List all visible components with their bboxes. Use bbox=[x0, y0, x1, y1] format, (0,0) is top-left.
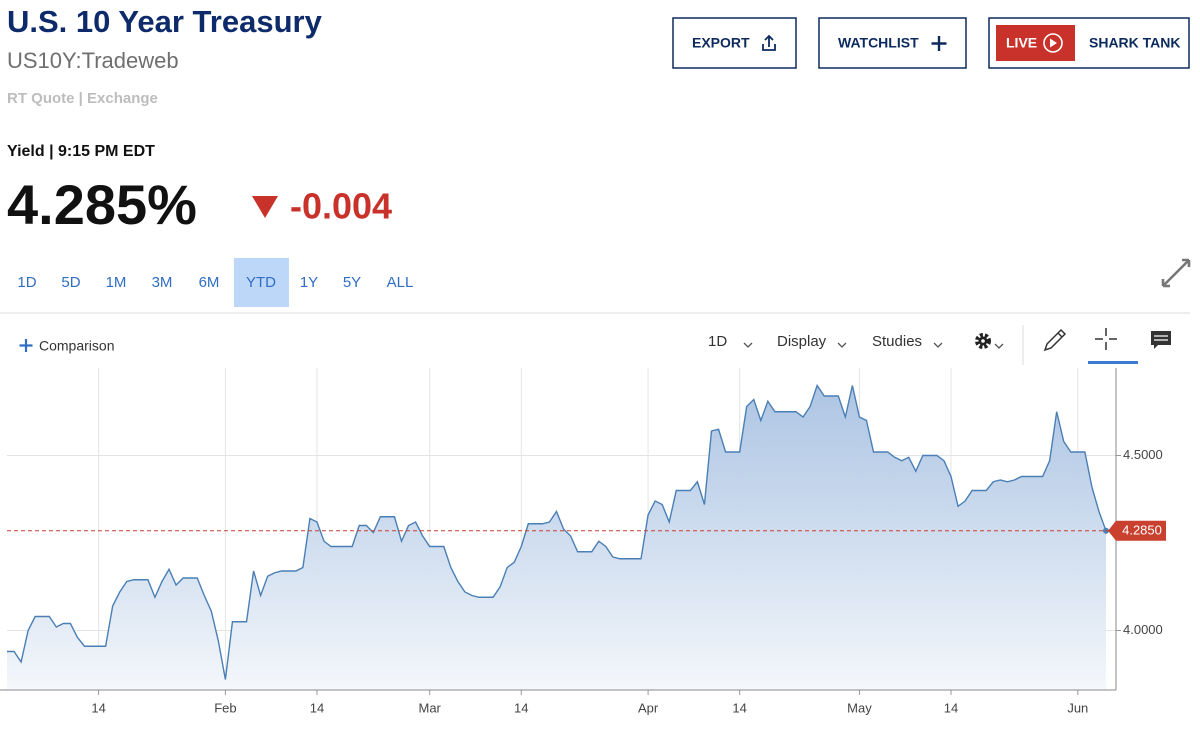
x-tick-label: Apr bbox=[638, 700, 659, 715]
y-tick-label: 4.5000 bbox=[1123, 447, 1163, 462]
x-tick-label: Mar bbox=[418, 700, 441, 715]
live-label: LIVE bbox=[1006, 35, 1037, 51]
live-button[interactable]: LIVE SHARK TANK bbox=[988, 17, 1190, 69]
x-tick-label: May bbox=[847, 700, 872, 715]
studies-menu[interactable]: Studies bbox=[872, 333, 943, 350]
range-label: 5Y bbox=[343, 274, 361, 291]
line bbox=[7, 383, 1107, 680]
chevron bbox=[994, 343, 1004, 349]
symbol: US10Y:Tradeweb bbox=[7, 48, 179, 73]
range-label: 1D bbox=[17, 274, 36, 291]
range-tab[interactable]: 6M bbox=[199, 274, 220, 291]
quote-label: Yield | 9:15 PM EDT bbox=[7, 143, 155, 160]
reference-label: 4.2850 bbox=[1122, 523, 1162, 538]
range-tab[interactable]: 5Y bbox=[343, 274, 361, 291]
range-label: 5D bbox=[61, 274, 80, 291]
export-button[interactable]: EXPORT bbox=[672, 17, 797, 69]
play-icon bbox=[1050, 38, 1057, 48]
active-tab-bg bbox=[234, 258, 289, 307]
button-frame bbox=[672, 17, 797, 69]
reference-badge bbox=[1108, 520, 1166, 541]
expand-icon[interactable] bbox=[1161, 258, 1191, 288]
interval-menu[interactable]: 1D bbox=[708, 333, 753, 350]
interval-label: 1D bbox=[708, 333, 727, 350]
range-tab[interactable]: 3M bbox=[152, 274, 173, 291]
range-tabs: 1D 5D 1M 3M 6M YTD 1Y 5Y ALL bbox=[17, 258, 413, 307]
chevron bbox=[837, 342, 847, 348]
y-tick-label: 4.0000 bbox=[1123, 622, 1163, 637]
export-icon bbox=[762, 34, 776, 51]
display-label: Display bbox=[777, 333, 827, 350]
play-icon bbox=[1043, 33, 1063, 53]
range-tab[interactable]: YTD bbox=[234, 258, 289, 307]
range-tab[interactable]: 1M bbox=[106, 274, 127, 291]
range-label: 6M bbox=[199, 274, 220, 291]
plus-icon bbox=[931, 36, 947, 51]
x-tick-label: 14 bbox=[944, 700, 958, 715]
button-label: EXPORT bbox=[692, 35, 750, 51]
range-tab[interactable]: 5D bbox=[61, 274, 80, 291]
price-change: -0.004 bbox=[290, 186, 392, 227]
watchlist-button[interactable]: WATCHLIST bbox=[818, 17, 967, 69]
chart: 14 Feb 14 Mar 14 Apr 14 May 14 Jun 4.0000 4.5000 4.2… bbox=[0, 368, 1166, 715]
x-tick-label: 14 bbox=[514, 700, 528, 715]
comparison-button[interactable]: Comparison bbox=[19, 338, 115, 354]
range-label: 1M bbox=[106, 274, 127, 291]
range-label: 3M bbox=[152, 274, 173, 291]
display-menu[interactable]: Display bbox=[777, 333, 847, 350]
range-tab[interactable]: 1D bbox=[17, 274, 36, 291]
draw-icon[interactable] bbox=[1043, 328, 1067, 352]
active-underline bbox=[1088, 361, 1138, 364]
range-tab[interactable]: ALL bbox=[387, 274, 414, 291]
x-tick-label: Jun bbox=[1067, 700, 1088, 715]
quote-type: RT Quote | Exchange bbox=[7, 90, 158, 107]
comment-icon bbox=[1154, 335, 1168, 341]
comparison-label: Comparison bbox=[39, 338, 114, 354]
button-label: WATCHLIST bbox=[838, 35, 919, 51]
range-label: YTD bbox=[246, 274, 276, 291]
range-label: ALL bbox=[387, 274, 414, 291]
gear-icon bbox=[981, 339, 985, 343]
plus-icon bbox=[19, 339, 33, 352]
area bbox=[7, 385, 1106, 690]
settings-menu[interactable] bbox=[975, 333, 1004, 349]
x-tick-label: 14 bbox=[91, 700, 105, 715]
x-tick-label: 14 bbox=[732, 700, 746, 715]
show-label: SHARK TANK bbox=[1089, 35, 1181, 51]
range-tab[interactable]: 1Y bbox=[300, 274, 318, 291]
chevron bbox=[933, 342, 943, 348]
range-label: 1Y bbox=[300, 274, 318, 291]
title: U.S. 10 Year Treasury bbox=[7, 4, 323, 39]
down-arrow bbox=[252, 196, 278, 218]
x-tick-label: 14 bbox=[310, 700, 324, 715]
gear-icon bbox=[975, 333, 991, 349]
studies-label: Studies bbox=[872, 333, 922, 350]
x-tick-label: Feb bbox=[214, 700, 236, 715]
last-price: 4.285% bbox=[7, 173, 197, 236]
crosshair-icon[interactable] bbox=[1095, 328, 1117, 350]
chevron bbox=[743, 342, 753, 348]
